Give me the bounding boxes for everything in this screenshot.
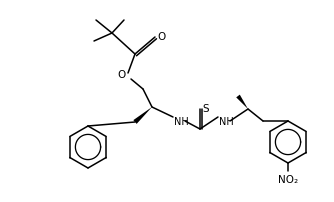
Text: O: O <box>118 70 126 80</box>
Text: NH: NH <box>174 116 188 126</box>
Text: NH: NH <box>219 116 233 126</box>
Polygon shape <box>236 95 248 109</box>
Text: O: O <box>158 32 166 42</box>
Text: NO₂: NO₂ <box>278 174 298 184</box>
Polygon shape <box>133 107 152 124</box>
Text: S: S <box>203 103 209 114</box>
